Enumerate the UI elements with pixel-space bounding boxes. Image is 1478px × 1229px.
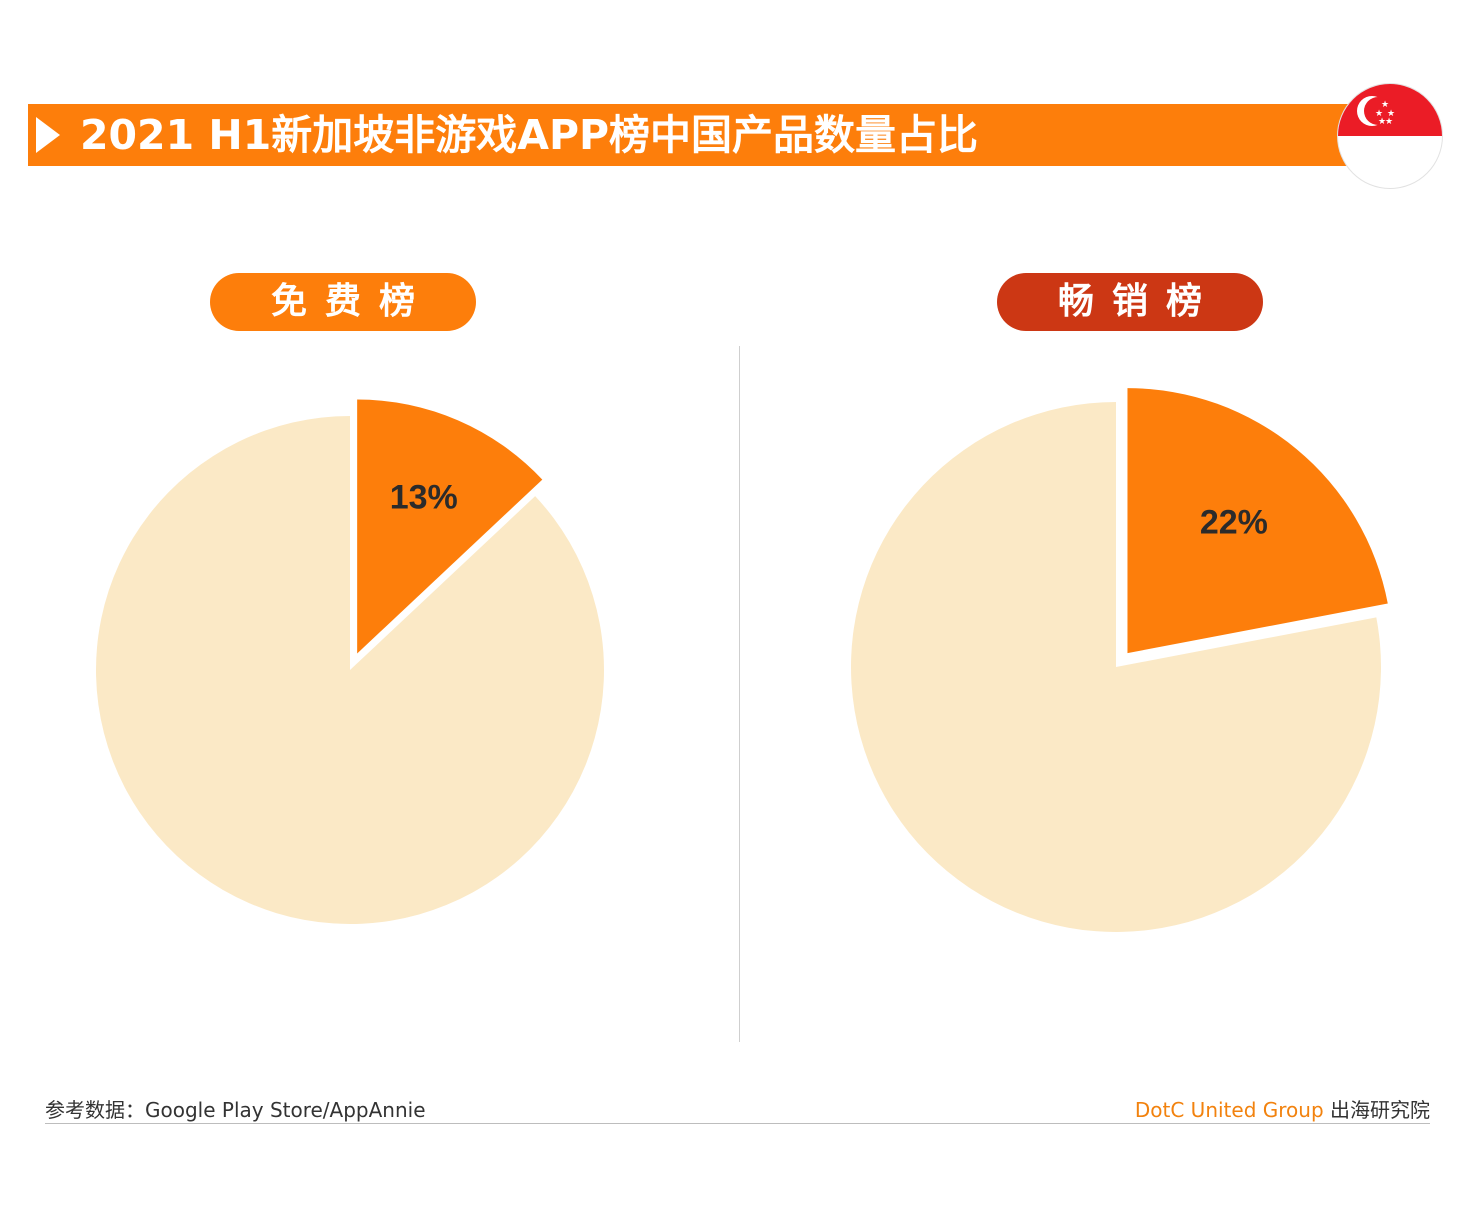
footer-rule xyxy=(45,1123,1430,1124)
singapore-flag-icon: ★ ★ ★ ★ ★ xyxy=(1338,84,1442,188)
play-triangle-icon xyxy=(36,117,60,153)
svg-text:★: ★ xyxy=(1387,109,1395,119)
brand-name: DotC United Group xyxy=(1134,1098,1324,1122)
free-pie-slice-other xyxy=(96,416,604,924)
paid-pie-slice-china xyxy=(1127,388,1388,654)
data-source: 参考数据：Google Play Store/AppAnnie xyxy=(45,1098,426,1122)
paid-pie-slice-other xyxy=(851,402,1381,932)
svg-text:★: ★ xyxy=(1381,100,1389,110)
page-title: 2021 H1新加坡非游戏APP榜中国产品数量占比 xyxy=(80,111,979,159)
paid-pie-data-label: 22% xyxy=(1200,503,1268,541)
svg-text:★: ★ xyxy=(1378,117,1386,127)
free-pie-slice-china xyxy=(357,399,543,654)
brand-credit: DotC United Group 出海研究院 xyxy=(1135,1094,1430,1123)
free-pie-data-label: 13% xyxy=(390,479,458,517)
svg-text:★: ★ xyxy=(1375,109,1383,119)
paid-chart-label: 畅销榜 xyxy=(997,273,1263,331)
center-divider xyxy=(739,346,740,1042)
brand-suffix: 出海研究院 xyxy=(1330,1098,1430,1122)
title-banner: 2021 H1新加坡非游戏APP榜中国产品数量占比 xyxy=(28,104,1388,166)
free-chart-label: 免费榜 xyxy=(210,273,476,331)
svg-text:★: ★ xyxy=(1385,117,1393,127)
